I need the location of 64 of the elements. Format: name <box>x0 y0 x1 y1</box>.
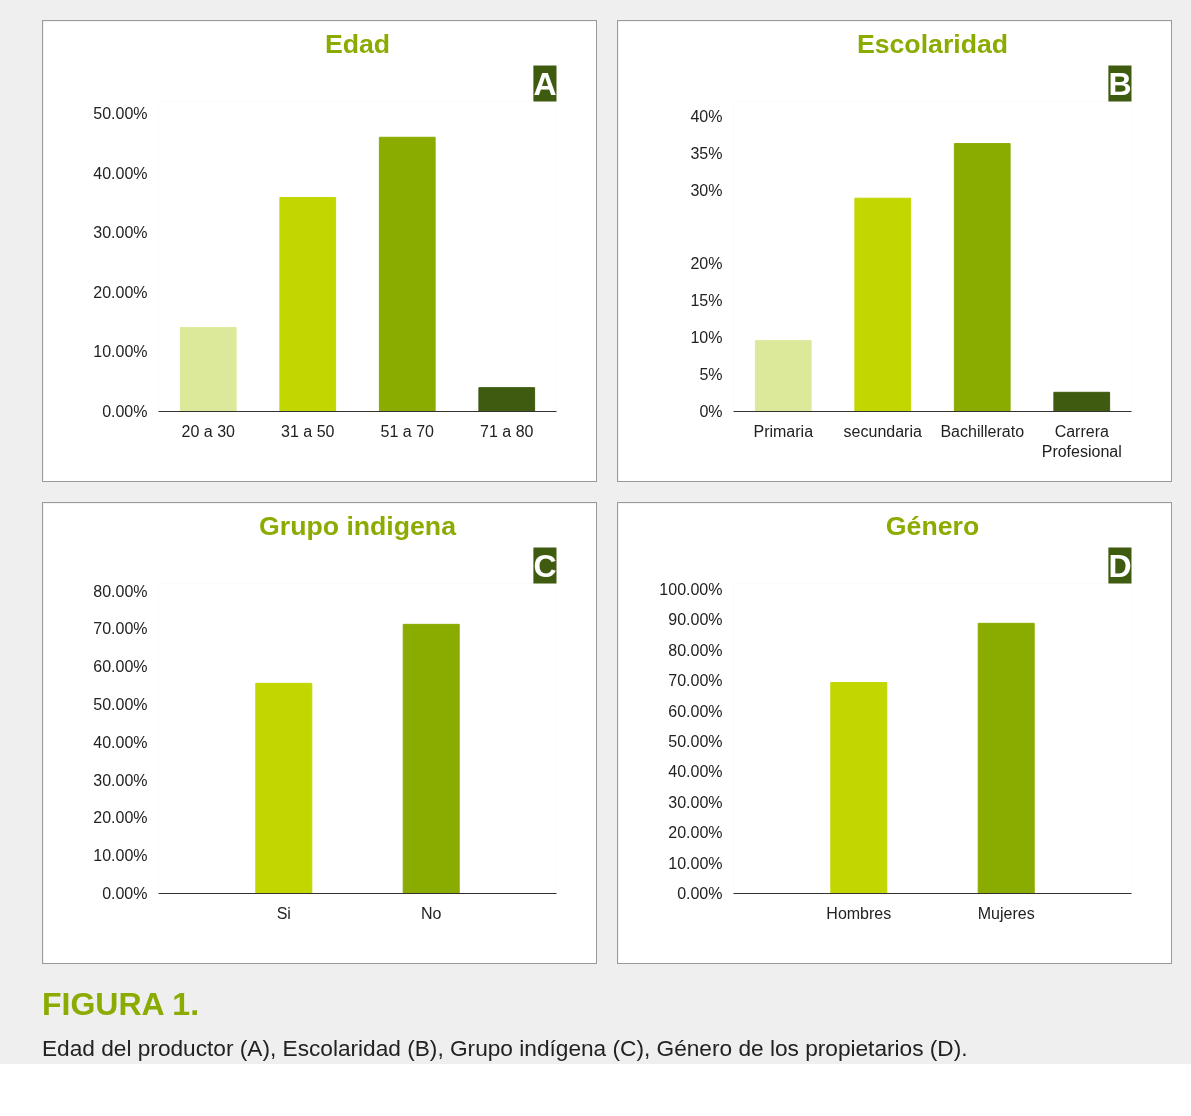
x-tick-label: 51 a 70 <box>380 422 435 440</box>
y-tick-label: 30% <box>690 181 723 199</box>
y-tick-label: 40.00% <box>93 733 148 751</box>
y-tick-label: 20.00% <box>668 824 723 842</box>
text: Edad del productor (A), Escolaridad (B), Grupo indígena (C), Género de los propietarios (D). <box>42 1033 968 1063</box>
bar <box>279 196 337 412</box>
y-tick-label: 70.00% <box>668 672 723 690</box>
annotation: A <box>533 65 557 102</box>
y-tick-label: 40.00% <box>93 164 148 182</box>
x-tick-label: 20 a 30 <box>181 422 236 440</box>
y-tick-label: 30.00% <box>93 224 148 242</box>
y-tick-label: 10.00% <box>93 847 148 865</box>
x-tick-label: Hombres <box>826 904 892 922</box>
y-tick-label: 80.00% <box>93 582 148 600</box>
annotation: C <box>533 547 557 584</box>
y-tick-label: 100.00% <box>659 581 723 599</box>
x-tick-label: Mujeres <box>977 904 1035 922</box>
y-tick-label: 10.00% <box>668 854 723 872</box>
text: FIGURA 1. <box>42 985 200 1024</box>
y-tick-label: 0% <box>699 403 723 420</box>
bar <box>378 136 436 412</box>
y-tick-label: 30.00% <box>668 793 723 811</box>
y-tick-label: 40% <box>690 107 723 125</box>
y-tick-label: 10.00% <box>93 343 148 361</box>
x-tick-label: secundaria <box>843 422 922 440</box>
bar <box>179 326 237 412</box>
x-tick-label: Bachillerato <box>940 422 1025 440</box>
y-tick-label: 20.00% <box>93 283 148 301</box>
bar <box>478 387 536 412</box>
chart-title: Grupo indigena <box>259 510 457 541</box>
y-tick-label: 20% <box>690 255 723 273</box>
x-tick-label: Carrera Profesional <box>1041 422 1122 460</box>
bar <box>754 340 812 412</box>
y-tick-label: 40.00% <box>668 763 723 781</box>
y-tick-label: 35% <box>690 144 723 162</box>
x-tick-label: 31 a 50 <box>281 422 335 440</box>
y-tick-label: 10% <box>690 329 723 347</box>
y-tick-label: 30.00% <box>93 771 148 789</box>
y-tick-label: 80.00% <box>668 641 723 659</box>
y-tick-label: 5% <box>699 366 723 384</box>
bar <box>953 143 1011 412</box>
y-tick-label: 90.00% <box>668 611 723 629</box>
y-tick-label: 0.00% <box>102 885 148 902</box>
chart-title: Escolaridad <box>856 28 1009 59</box>
bar <box>854 197 912 412</box>
y-tick-label: 50.00% <box>668 733 723 751</box>
chart-title: Edad <box>324 28 391 59</box>
y-tick-label: 70.00% <box>93 620 148 638</box>
x-tick-label: No <box>420 904 442 922</box>
x-tick-label: Si <box>276 904 291 922</box>
y-tick-label: 50.00% <box>93 104 148 122</box>
y-tick-label: 60.00% <box>668 702 723 720</box>
x-tick-label: Primaria <box>753 422 814 440</box>
y-tick-label: 20.00% <box>93 809 148 827</box>
chart-title: Género <box>885 510 980 541</box>
annotation: B <box>1108 65 1132 102</box>
y-tick-label: 50.00% <box>93 695 148 713</box>
y-tick-label: 0.00% <box>677 885 723 902</box>
y-tick-label: 0.00% <box>102 403 148 420</box>
y-tick-label: 60.00% <box>93 658 148 676</box>
bar <box>1053 391 1111 412</box>
y-tick-label: 15% <box>690 292 723 310</box>
x-tick-label: 71 a 80 <box>480 422 534 440</box>
annotation: D <box>1108 547 1132 584</box>
